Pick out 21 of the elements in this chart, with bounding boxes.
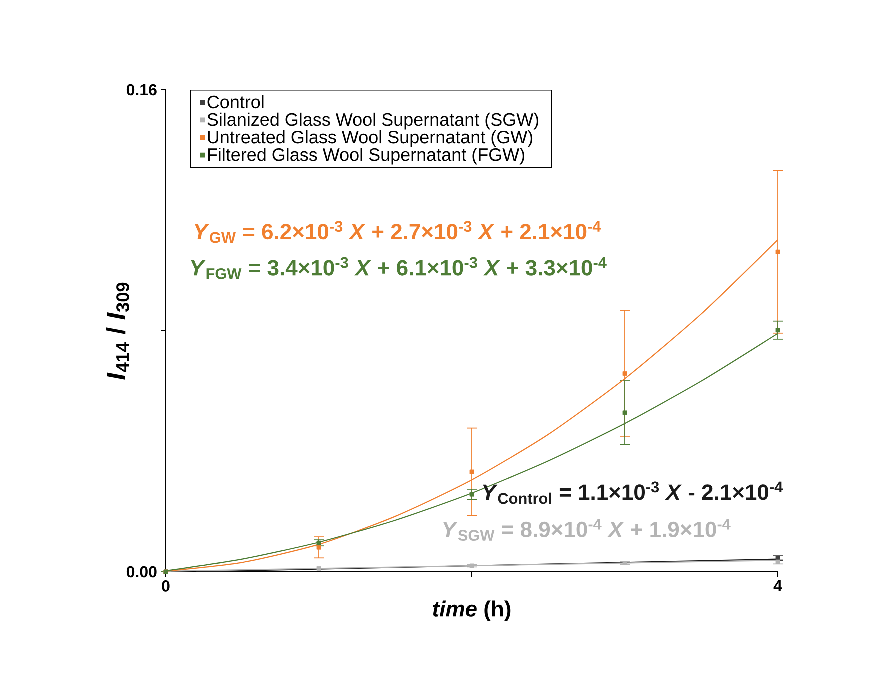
point	[470, 470, 474, 474]
point	[776, 328, 780, 333]
y-tick-label: 0.16	[126, 84, 157, 96]
legend-label: Untreated Glass Wool Supernatant (GW)	[208, 130, 533, 148]
point	[622, 410, 628, 416]
point	[316, 545, 322, 550]
annotation: Y$_{SGW}$ = 8.9×10$^{-4}$ X + 1.9×10$^{-4}$	[443, 519, 731, 542]
y-axis-title: I$_{414}$ / I$_{309}$	[106, 282, 130, 380]
x-axis-title: time (h)	[433, 600, 511, 622]
point	[470, 492, 474, 497]
point	[776, 250, 780, 254]
legend-label: Control	[208, 95, 264, 109]
point	[622, 372, 628, 376]
text: Y$_{GW}$ = 6.2×10$^{-3}$ X + 2.7×10$^{-3}$ X + 2.1×10$^{-4}$	[194, 221, 602, 244]
legend-label: Silanized Glass Wool Supernatant (SGW)	[208, 112, 539, 130]
annotation: Y$_{Control}$ = 1.1×10$^{-3}$ X - 2.1×10$^{-4}$	[483, 482, 784, 504]
x-tick-label: 0	[162, 580, 170, 592]
x-tick-label: 4	[774, 580, 782, 592]
legend-label: Filtered Glass Wool Supernatant (FGW)	[208, 148, 525, 165]
text: Y$_{FGW}$ = 3.4×10$^{-3}$ X + 6.1×10$^{-3}$ X + 3.3×10$^{-4}$	[191, 257, 607, 280]
y-tick-label: 0.00	[126, 566, 157, 578]
